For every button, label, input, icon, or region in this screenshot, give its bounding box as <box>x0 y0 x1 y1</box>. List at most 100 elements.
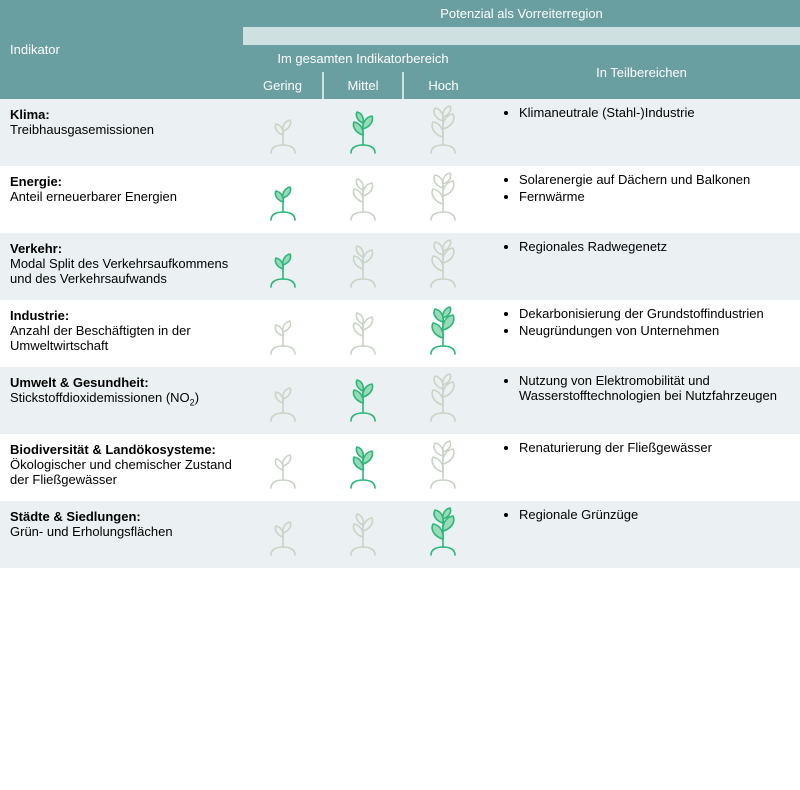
plant-icon <box>259 212 307 227</box>
indicator-title: Energie: <box>10 174 233 189</box>
header-whole-range: Im gesamten Indikatorbereich <box>243 45 483 72</box>
header-spacer <box>243 27 800 45</box>
plant-icon <box>339 279 387 294</box>
sub-areas-list: Klimaneutrale (Stahl-)Industrie <box>483 105 800 120</box>
table-row: Biodiversität & Landökosysteme:Ökologisc… <box>0 434 800 501</box>
list-item: Fernwärme <box>519 189 800 204</box>
level-low-cell <box>243 300 323 367</box>
indicator-desc: Anzahl der Beschäftigten in der Umweltwi… <box>10 323 233 353</box>
level-low-cell <box>243 99 323 166</box>
indicator-table: Indikator Potenzial als Vorreiterregion … <box>0 0 800 568</box>
header-mid: Mittel <box>323 72 403 99</box>
indicator-desc: Ökologischer und chemischer Zustand der … <box>10 457 233 487</box>
plant-icon <box>259 279 307 294</box>
indicator-cell: Klima:Treibhausgasemissionen <box>0 99 243 166</box>
level-low-cell <box>243 434 323 501</box>
sub-areas-cell: Nutzung von Elektromobilität und Wassers… <box>483 367 800 434</box>
level-mid-cell <box>323 233 403 300</box>
indicator-title: Umwelt & Gesundheit: <box>10 375 233 390</box>
sub-areas-cell: Klimaneutrale (Stahl-)Industrie <box>483 99 800 166</box>
level-high-cell <box>403 300 483 367</box>
plant-icon <box>339 547 387 562</box>
level-high-cell <box>403 166 483 233</box>
header-whole-range-label: Im gesamten Indikatorbereich <box>243 51 483 66</box>
plant-icon <box>419 413 467 428</box>
plant-icon <box>339 346 387 361</box>
level-mid-cell <box>323 501 403 568</box>
list-item: Neugründungen von Unternehmen <box>519 323 800 338</box>
header-low: Gering <box>243 72 323 99</box>
plant-icon <box>339 413 387 428</box>
sub-areas-list: Nutzung von Elektromobilität und Wassers… <box>483 373 800 403</box>
list-item: Klimaneutrale (Stahl-)Industrie <box>519 105 800 120</box>
level-low-cell <box>243 166 323 233</box>
sub-areas-cell: Renaturierung der Fließgewässer <box>483 434 800 501</box>
plant-icon <box>419 480 467 495</box>
level-low-cell <box>243 367 323 434</box>
indicator-desc: Modal Split des Verkehrsaufkommens und d… <box>10 256 233 286</box>
list-item: Nutzung von Elektromobilität und Wassers… <box>519 373 800 403</box>
level-mid-cell <box>323 99 403 166</box>
level-low-cell <box>243 233 323 300</box>
plant-icon <box>339 212 387 227</box>
header-indicator: Indikator <box>0 0 243 99</box>
plant-icon <box>339 145 387 160</box>
indicator-cell: Umwelt & Gesundheit:Stickstoffdioxidemis… <box>0 367 243 434</box>
table-row: Umwelt & Gesundheit:Stickstoffdioxidemis… <box>0 367 800 434</box>
header-sub-areas: In Teilbereichen <box>483 45 800 99</box>
header-high: Hoch <box>403 72 483 99</box>
indicator-title: Biodiversität & Landökosysteme: <box>10 442 233 457</box>
plant-icon <box>419 346 467 361</box>
plant-icon <box>339 480 387 495</box>
indicator-title: Städte & Siedlungen: <box>10 509 233 524</box>
level-mid-cell <box>323 166 403 233</box>
indicator-desc: Grün- und Erholungsflächen <box>10 524 233 539</box>
plant-icon <box>259 547 307 562</box>
indicator-title: Verkehr: <box>10 241 233 256</box>
plant-icon <box>259 145 307 160</box>
list-item: Regionale Grünzüge <box>519 507 800 522</box>
table-row: Energie:Anteil erneuerbarer Energien Sol… <box>0 166 800 233</box>
level-mid-cell <box>323 434 403 501</box>
level-high-cell <box>403 367 483 434</box>
indicator-cell: Industrie:Anzahl der Beschäftigten in de… <box>0 300 243 367</box>
indicator-cell: Städte & Siedlungen:Grün- und Erholungsf… <box>0 501 243 568</box>
sub-areas-list: Solarenergie auf Dächern und Balkonen Fer… <box>483 172 800 204</box>
level-high-cell <box>403 501 483 568</box>
sub-areas-list: Renaturierung der Fließgewässer <box>483 440 800 455</box>
plant-icon <box>419 547 467 562</box>
indicator-cell: Biodiversität & Landökosysteme:Ökologisc… <box>0 434 243 501</box>
sub-areas-cell: Solarenergie auf Dächern und Balkonen Fer… <box>483 166 800 233</box>
plant-icon <box>259 480 307 495</box>
indicator-title: Klima: <box>10 107 233 122</box>
indicator-desc: Anteil erneuerbarer Energien <box>10 189 233 204</box>
table-row: Verkehr:Modal Split des Verkehrsaufkomme… <box>0 233 800 300</box>
list-item: Solarenergie auf Dächern und Balkonen <box>519 172 800 187</box>
sub-areas-list: Dekarbonisierung der Grundstoffindustrie… <box>483 306 800 338</box>
level-low-cell <box>243 501 323 568</box>
level-high-cell <box>403 233 483 300</box>
list-item: Regionales Radwegenetz <box>519 239 800 254</box>
indicator-title: Industrie: <box>10 308 233 323</box>
table-row: Städte & Siedlungen:Grün- und Erholungsf… <box>0 501 800 568</box>
level-high-cell <box>403 99 483 166</box>
sub-areas-cell: Dekarbonisierung der Grundstoffindustrie… <box>483 300 800 367</box>
level-mid-cell <box>323 367 403 434</box>
plant-icon <box>419 212 467 227</box>
list-item: Dekarbonisierung der Grundstoffindustrie… <box>519 306 800 321</box>
indicator-desc: Stickstoffdioxidemissionen (NO2) <box>10 390 233 408</box>
table-row: Klima:Treibhausgasemissionen Klimaneutra… <box>0 99 800 166</box>
plant-icon <box>419 145 467 160</box>
plant-icon <box>259 346 307 361</box>
indicator-cell: Energie:Anteil erneuerbarer Energien <box>0 166 243 233</box>
sub-areas-list: Regionale Grünzüge <box>483 507 800 522</box>
list-item: Renaturierung der Fließgewässer <box>519 440 800 455</box>
plant-icon <box>259 413 307 428</box>
plant-icon <box>419 279 467 294</box>
sub-areas-cell: Regionales Radwegenetz <box>483 233 800 300</box>
sub-areas-list: Regionales Radwegenetz <box>483 239 800 254</box>
indicator-desc: Treibhausgasemissionen <box>10 122 233 137</box>
indicator-cell: Verkehr:Modal Split des Verkehrsaufkomme… <box>0 233 243 300</box>
level-high-cell <box>403 434 483 501</box>
level-mid-cell <box>323 300 403 367</box>
